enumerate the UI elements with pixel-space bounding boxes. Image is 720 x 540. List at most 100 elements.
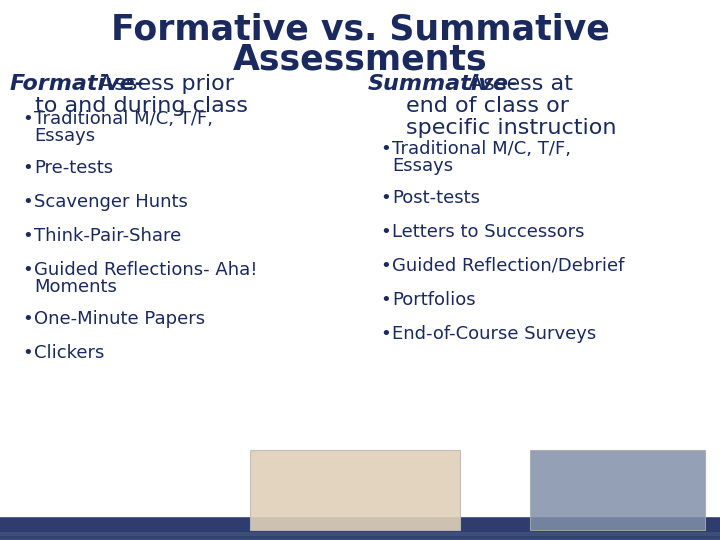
Bar [0,538,720,540]
Bar [0,537,720,538]
Bar [0,537,720,539]
Text: Traditional M/C, T/F,: Traditional M/C, T/F, [392,140,571,158]
Bar [0,537,720,539]
Bar [0,537,720,538]
Bar [0,538,720,540]
Bar [0,538,720,540]
Bar [0,537,720,539]
Bar [0,537,720,538]
Bar [0,538,720,539]
Bar [0,517,720,532]
Bar [0,537,720,539]
Bar [0,538,720,540]
Bar [0,536,720,538]
Bar [0,537,720,539]
Bar [0,538,720,539]
Bar [0,538,720,540]
Bar [0,537,720,539]
Bar [0,538,720,540]
Bar [0,538,720,539]
Text: Letters to Successors: Letters to Successors [392,223,585,241]
Bar [0,538,720,540]
Bar [0,537,720,539]
Bar [0,536,720,538]
Bar [0,537,720,539]
Text: Formative-: Formative- [10,74,145,94]
Bar [0,538,720,539]
Text: Scavenger Hunts: Scavenger Hunts [34,193,188,211]
Bar [0,537,720,538]
Bar [0,538,720,540]
Bar [0,538,720,539]
Bar [0,537,720,538]
Text: Guided Reflection/Debrief: Guided Reflection/Debrief [392,257,624,275]
Bar [0,538,720,539]
Bar [0,536,720,538]
Bar [0,538,720,539]
Text: Think-Pair-Share: Think-Pair-Share [34,227,181,245]
Bar [0,538,720,540]
Bar [0,537,720,539]
Bar [0,536,720,538]
Bar [0,537,720,539]
Text: Formative vs. Summative: Formative vs. Summative [111,13,609,47]
Bar [0,537,720,539]
Bar [0,537,720,539]
Bar [0,538,720,539]
Bar [0,537,720,538]
Bar [0,538,720,539]
Bar [0,537,720,538]
Bar [0,538,720,540]
Bar [0,538,720,539]
Text: •: • [380,325,391,343]
Bar [0,536,720,538]
Bar [0,537,720,539]
Text: •: • [22,110,32,128]
Bar [0,538,720,540]
Text: •: • [22,227,32,245]
Bar [0,538,720,540]
Bar [0,537,720,538]
Bar [0,538,720,539]
Bar [0,537,720,539]
Bar [0,538,720,539]
Bar [0,537,720,539]
Bar [0,537,720,539]
Bar [0,537,720,539]
Bar [0,538,720,539]
Bar [0,537,720,538]
Bar [0,538,720,539]
Bar [0,538,720,539]
Bar [0,538,720,539]
Bar [0,537,720,539]
Bar [0,538,720,540]
Bar [0,537,720,538]
Bar [0,537,720,538]
Bar [0,537,720,539]
Bar [0,537,720,539]
Text: Assess prior: Assess prior [99,74,234,94]
Bar [0,537,720,539]
Bar [0,538,720,540]
Bar [0,537,720,539]
Bar [0,537,720,538]
Bar [0,537,720,539]
Bar [0,537,720,539]
Bar [0,537,720,538]
Bar [0,538,720,539]
Bar [0,537,720,539]
Bar [0,537,720,539]
Bar [0,537,720,538]
Bar [0,537,720,538]
Bar [0,537,720,539]
Bar [0,538,720,539]
Bar [0,537,720,538]
Bar [0,538,720,539]
Text: Guided Reflections- Aha!: Guided Reflections- Aha! [34,261,258,279]
Bar [0,537,720,538]
Bar [0,537,720,539]
Bar [0,536,720,538]
Bar [0,538,720,540]
Bar [0,538,720,539]
Bar [0,537,720,539]
